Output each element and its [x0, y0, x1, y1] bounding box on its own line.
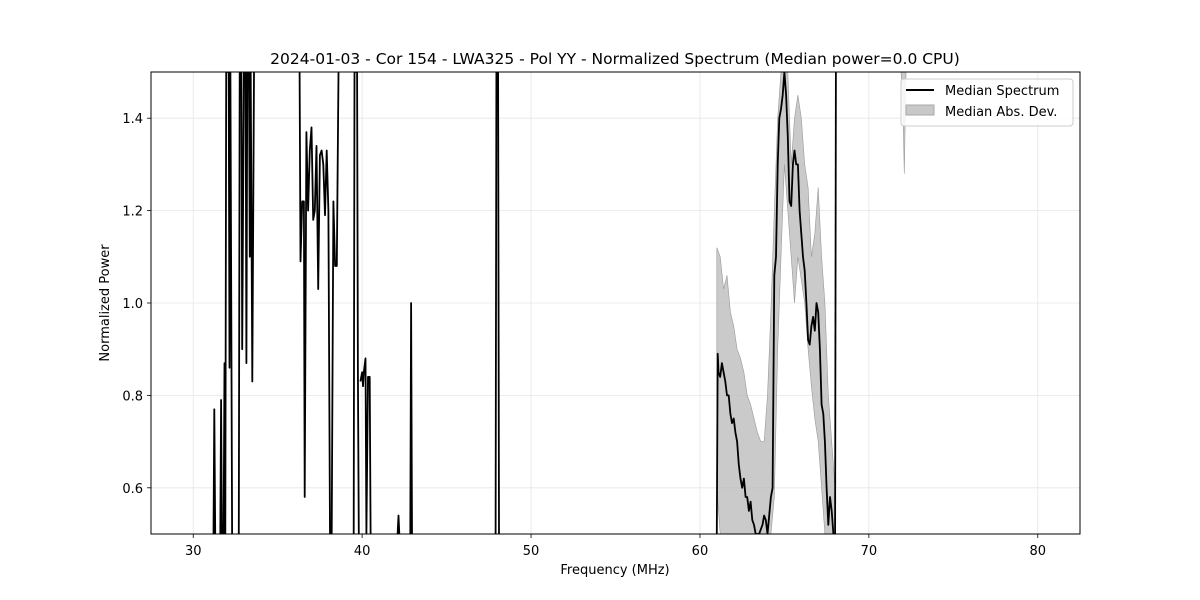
legend-median-abs-dev: Median Abs. Dev.: [945, 105, 1057, 120]
y-tick-label: 1.4: [122, 112, 143, 127]
legend-median-spectrum: Median Spectrum: [945, 84, 1059, 99]
median-spectrum-line: [237, 72, 255, 534]
x-axis: 30 40 50 60 70 80: [185, 534, 1046, 559]
median-spectrum-line: [396, 514, 401, 534]
x-tick-label: 30: [185, 544, 202, 559]
x-tick-label: 60: [692, 544, 709, 559]
median-spectrum-line: [494, 72, 500, 534]
mad-band: [716, 72, 836, 534]
x-axis-label: Frequency (MHz): [560, 563, 669, 578]
x-tick-label: 80: [1029, 544, 1046, 559]
x-tick-label: 40: [354, 544, 371, 559]
y-tick-label: 0.8: [122, 389, 143, 404]
x-tick-label: 50: [523, 544, 540, 559]
y-axis: 0.6 0.8 1.0 1.2 1.4: [122, 112, 151, 497]
grid-lines: [151, 72, 1080, 534]
y-tick-label: 1.0: [122, 297, 143, 312]
x-tick-label: 70: [861, 544, 878, 559]
median-spectrum-line: [212, 408, 217, 534]
median-spectrum-line: [219, 72, 234, 534]
median-spectrum-line: [715, 72, 835, 534]
y-tick-label: 1.2: [122, 205, 143, 220]
legend-band-swatch: [905, 104, 935, 116]
median-spectrum-line: [352, 72, 360, 534]
chart-title: 2024-01-03 - Cor 154 - LWA325 - Pol YY -…: [270, 50, 960, 68]
legend: Median Spectrum Median Abs. Dev.: [900, 78, 1074, 127]
median-spectrum-line: [298, 72, 340, 534]
median-spectrum-line: [359, 357, 372, 534]
median-spectrum-line: [409, 302, 413, 534]
legend-frame: [900, 78, 1074, 127]
median-spectrum-line: [834, 72, 837, 534]
y-axis-label: Normalized Power: [98, 244, 113, 362]
y-tick-label: 0.6: [122, 482, 143, 497]
